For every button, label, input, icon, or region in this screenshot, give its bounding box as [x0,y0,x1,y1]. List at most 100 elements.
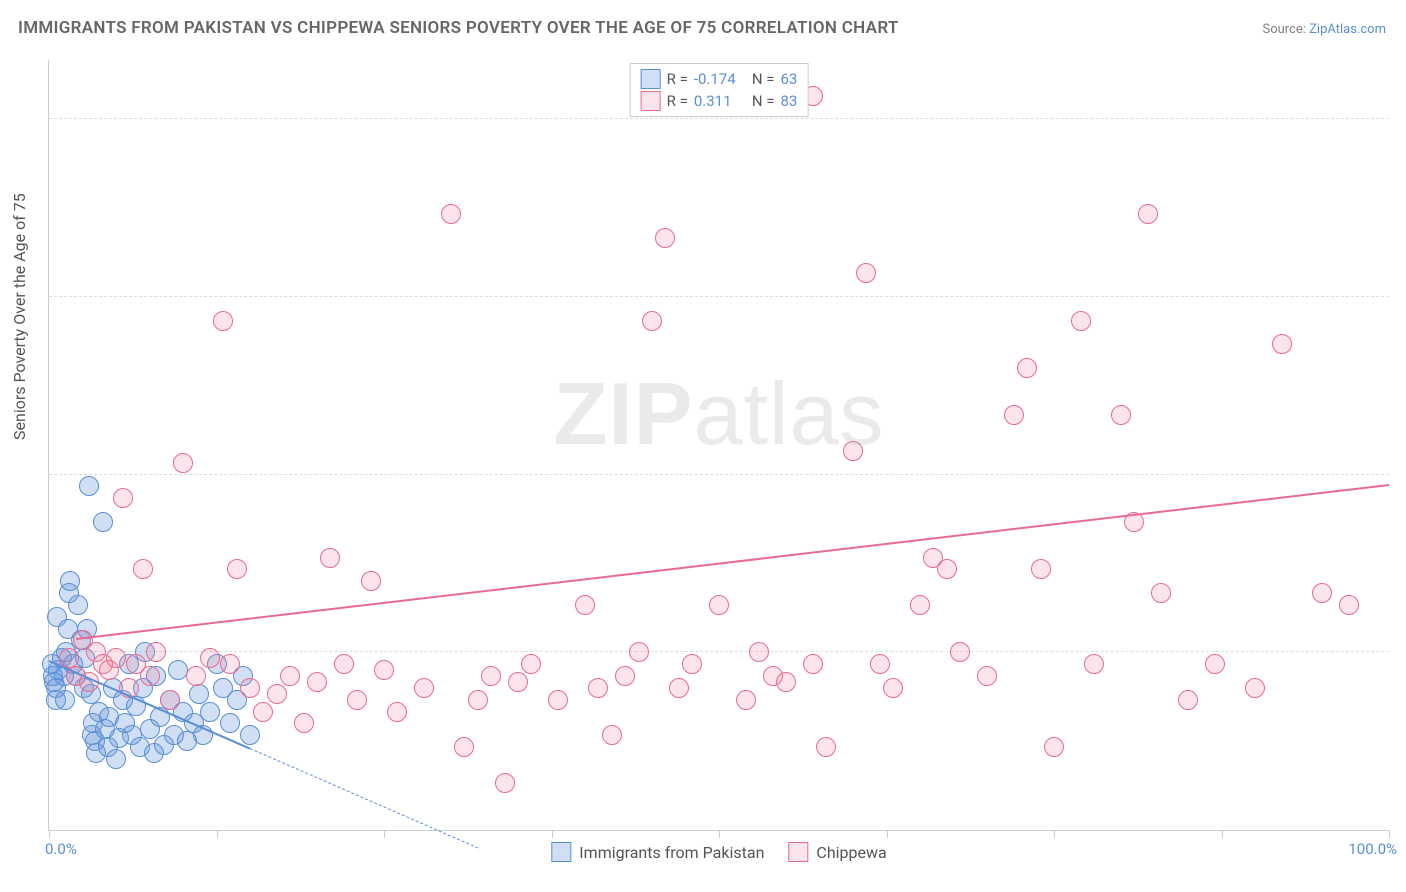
y-axis-label: Seniors Poverty Over the Age of 75 [10,193,29,440]
watermark-bold: ZIP [554,364,694,463]
scatter-point [468,690,488,710]
legend-n-value: 63 [780,70,797,88]
scatter-point [803,654,823,674]
legend-series-label: Chippewa [816,843,886,862]
legend-series-label: Immigrants from Pakistan [579,843,764,862]
x-tick [719,830,720,838]
source-link[interactable]: ZipAtlas.com [1309,22,1386,37]
legend-swatch [641,91,661,111]
x-tick [552,830,553,838]
legend-swatch [551,842,571,862]
legend-r-label: R = [667,70,688,88]
legend-row: R = -0.174 N = 63 [641,68,798,90]
scatter-point [843,441,863,461]
scatter-point [441,204,461,224]
scatter-point [189,684,209,704]
scatter-point [615,666,635,686]
scatter-point [320,548,340,568]
scatter-point [1272,334,1292,354]
scatter-point [1245,678,1265,698]
scatter-point [347,690,367,710]
legend-n-label: N = [752,70,775,88]
series-legend: Immigrants from Pakistan Chippewa [551,842,886,862]
scatter-point [200,648,220,668]
scatter-point [55,690,75,710]
scatter-point [736,690,756,710]
scatter-point [240,725,260,745]
scatter-point [1151,583,1171,603]
scatter-point [213,311,233,331]
scatter-point [146,642,166,662]
scatter-point [60,571,80,591]
source-prefix: Source: [1262,22,1309,37]
scatter-point [200,702,220,722]
gridline [49,118,1389,119]
scatter-point [220,654,240,674]
scatter-point [1017,358,1037,378]
scatter-point [749,642,769,662]
scatter-point [361,571,381,591]
scatter-point [548,690,568,710]
scatter-point [160,690,180,710]
scatter-point [374,660,394,680]
x-tick [887,830,888,838]
legend-row: R = 0.311N = 83 [641,90,798,112]
scatter-point [856,263,876,283]
y-tick-label: 15.0% [1397,643,1406,661]
scatter-point [294,713,314,733]
scatter-point [240,678,260,698]
scatter-point [870,654,890,674]
scatter-point [113,488,133,508]
scatter-point [883,678,903,698]
legend-swatch [641,69,661,89]
gridline [49,651,1389,652]
scatter-point [106,648,126,668]
scatter-point [776,672,796,692]
scatter-point [220,713,240,733]
legend-series-item: Chippewa [788,842,886,862]
scatter-point [307,672,327,692]
x-tick [1054,830,1055,838]
scatter-point [682,654,702,674]
legend-r-value: -0.174 [694,70,746,88]
scatter-point [387,702,407,722]
source-attribution: Source: ZipAtlas.com [1262,22,1386,37]
x-axis-start-label: 0.0% [45,840,77,858]
chart-title: IMMIGRANTS FROM PAKISTAN VS CHIPPEWA SEN… [18,18,899,38]
x-tick [384,830,385,838]
legend-r-value: 0.311 [694,92,746,110]
x-tick [1222,830,1223,838]
scatter-point [709,595,729,615]
scatter-point [280,666,300,686]
trend-line [76,484,1389,640]
scatter-point [1031,559,1051,579]
scatter-point [495,773,515,793]
chart-plot-area: R = -0.174 N = 63 R = 0.311N = 83 ZIPatlas… [48,60,1389,831]
scatter-point [521,654,541,674]
scatter-point [68,595,88,615]
scatter-point [1044,737,1064,757]
scatter-point [267,684,287,704]
y-tick-label: 30.0% [1397,466,1406,484]
scatter-point [629,642,649,662]
legend-series-item: Immigrants from Pakistan [551,842,764,862]
legend-n-value: 83 [780,92,797,110]
scatter-point [106,749,126,769]
scatter-point [133,559,153,579]
scatter-point [602,725,622,745]
scatter-point [1205,654,1225,674]
scatter-point [1312,583,1332,603]
scatter-point [140,666,160,686]
scatter-point [454,737,474,757]
scatter-point [669,678,689,698]
scatter-point [1004,405,1024,425]
scatter-point [1111,405,1131,425]
scatter-point [253,702,273,722]
y-tick-label: 60.0% [1397,110,1406,128]
watermark: ZIPatlas [554,363,885,465]
scatter-point [1084,654,1104,674]
scatter-point [173,453,193,473]
scatter-point [79,476,99,496]
scatter-point [508,672,528,692]
scatter-point [816,737,836,757]
